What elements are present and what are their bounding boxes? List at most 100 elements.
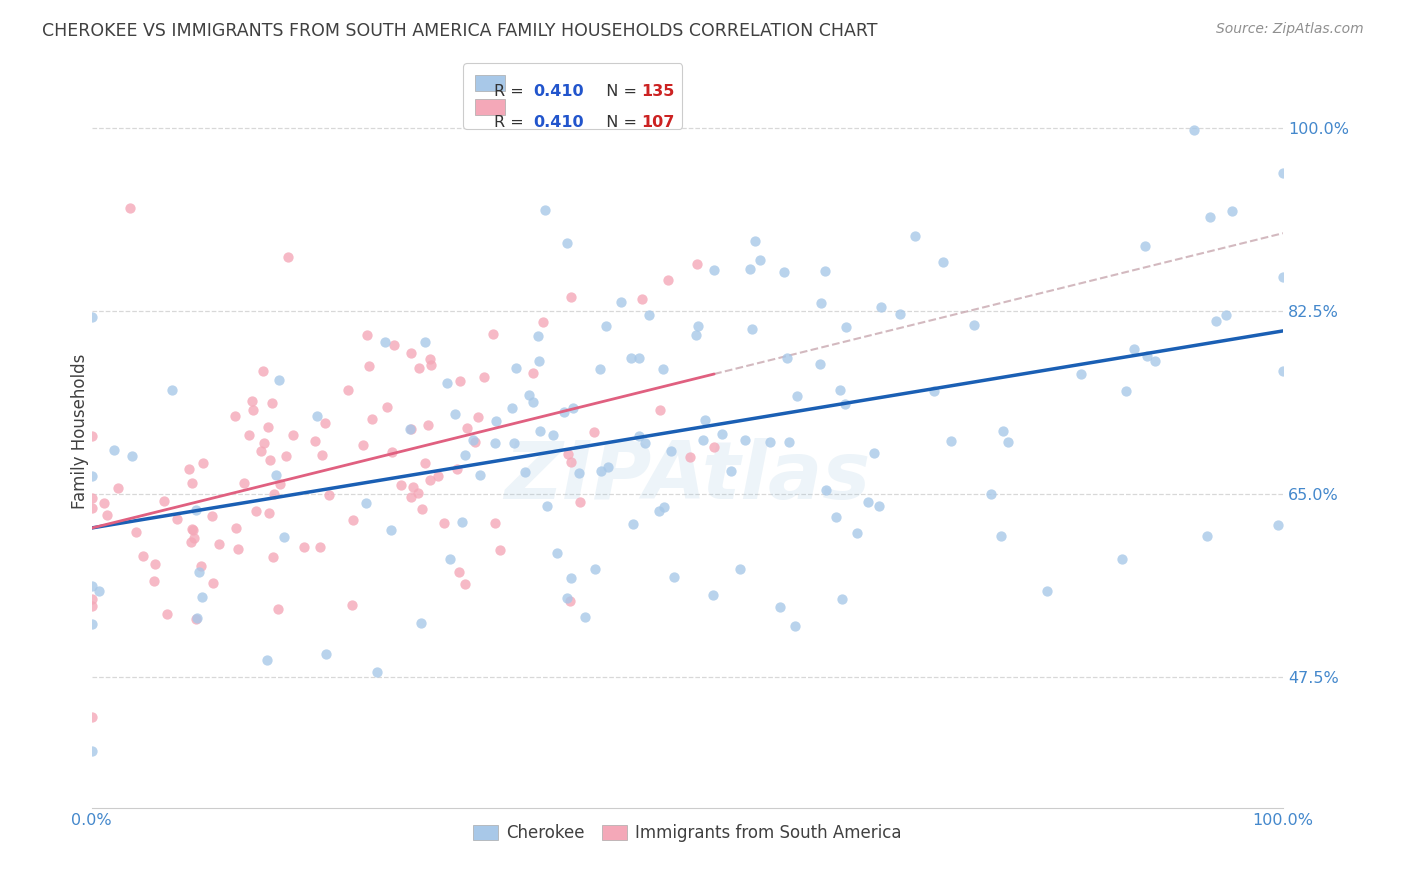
- Point: [555, 236, 578, 251]
- Point: [238, 427, 260, 442]
- Point: [1220, 204, 1243, 219]
- Text: 107: 107: [641, 115, 673, 130]
- Point: [568, 467, 591, 481]
- Point: [652, 500, 675, 515]
- Point: [80, 709, 103, 723]
- Point: [191, 590, 214, 604]
- Point: [631, 292, 654, 306]
- Point: [256, 653, 278, 667]
- Point: [87, 583, 110, 598]
- Point: [225, 521, 247, 535]
- Point: [868, 499, 890, 513]
- Point: [318, 488, 340, 502]
- Point: [1271, 364, 1294, 378]
- Point: [560, 593, 582, 607]
- Point: [501, 401, 523, 415]
- Point: [201, 508, 224, 523]
- Point: [703, 440, 725, 454]
- Point: [250, 444, 273, 458]
- Point: [808, 357, 831, 371]
- Point: [659, 443, 682, 458]
- Point: [467, 409, 489, 424]
- Point: [273, 530, 295, 544]
- Point: [419, 474, 441, 488]
- Point: [1271, 165, 1294, 179]
- Point: [776, 351, 799, 366]
- Point: [398, 422, 420, 436]
- Point: [449, 374, 471, 388]
- Point: [543, 427, 565, 442]
- Point: [413, 334, 436, 349]
- Point: [662, 570, 685, 584]
- Point: [124, 525, 146, 540]
- Point: [939, 434, 962, 448]
- Point: [180, 534, 202, 549]
- Point: [786, 389, 808, 403]
- Point: [356, 328, 378, 343]
- Point: [515, 465, 537, 479]
- Point: [589, 362, 612, 376]
- Point: [240, 394, 263, 409]
- Point: [208, 537, 231, 551]
- Point: [357, 359, 380, 373]
- Point: [186, 611, 208, 625]
- Point: [411, 501, 433, 516]
- Point: [734, 434, 756, 448]
- Point: [80, 491, 103, 505]
- Point: [399, 422, 422, 436]
- Point: [181, 523, 204, 537]
- Point: [80, 579, 103, 593]
- Point: [292, 541, 315, 555]
- Point: [188, 565, 211, 579]
- Point: [305, 409, 328, 423]
- Point: [406, 486, 429, 500]
- Point: [356, 496, 378, 510]
- Point: [80, 591, 103, 606]
- Text: ZIPAtlas: ZIPAtlas: [505, 438, 870, 516]
- Point: [453, 577, 475, 591]
- Point: [281, 427, 304, 442]
- Point: [598, 460, 620, 475]
- Point: [685, 328, 707, 343]
- Point: [263, 487, 285, 501]
- Point: [728, 562, 751, 576]
- Point: [560, 455, 582, 469]
- Point: [224, 409, 246, 423]
- Point: [439, 551, 461, 566]
- Point: [399, 491, 422, 505]
- Text: 0.410: 0.410: [533, 115, 583, 130]
- Point: [336, 383, 359, 397]
- Point: [1197, 529, 1219, 543]
- Point: [446, 462, 468, 476]
- Point: [447, 565, 470, 579]
- Point: [628, 351, 651, 365]
- Point: [922, 384, 945, 398]
- Point: [695, 413, 717, 427]
- Point: [472, 370, 495, 384]
- Point: [463, 433, 485, 447]
- Point: [502, 436, 524, 450]
- Point: [416, 418, 439, 433]
- Point: [399, 346, 422, 360]
- Point: [269, 477, 291, 491]
- Point: [932, 255, 955, 269]
- Point: [711, 426, 734, 441]
- Point: [845, 526, 868, 541]
- Point: [560, 570, 582, 584]
- Point: [1135, 239, 1157, 253]
- Point: [352, 438, 374, 452]
- Point: [628, 429, 651, 443]
- Point: [783, 619, 806, 633]
- Text: 135: 135: [641, 84, 673, 99]
- Point: [166, 512, 188, 526]
- Point: [181, 475, 204, 490]
- Point: [259, 452, 281, 467]
- Point: [991, 424, 1014, 438]
- Point: [186, 611, 208, 625]
- Point: [738, 262, 761, 277]
- Point: [835, 320, 858, 334]
- Point: [484, 516, 506, 530]
- Point: [741, 322, 763, 336]
- Point: [536, 500, 558, 514]
- Point: [522, 395, 544, 409]
